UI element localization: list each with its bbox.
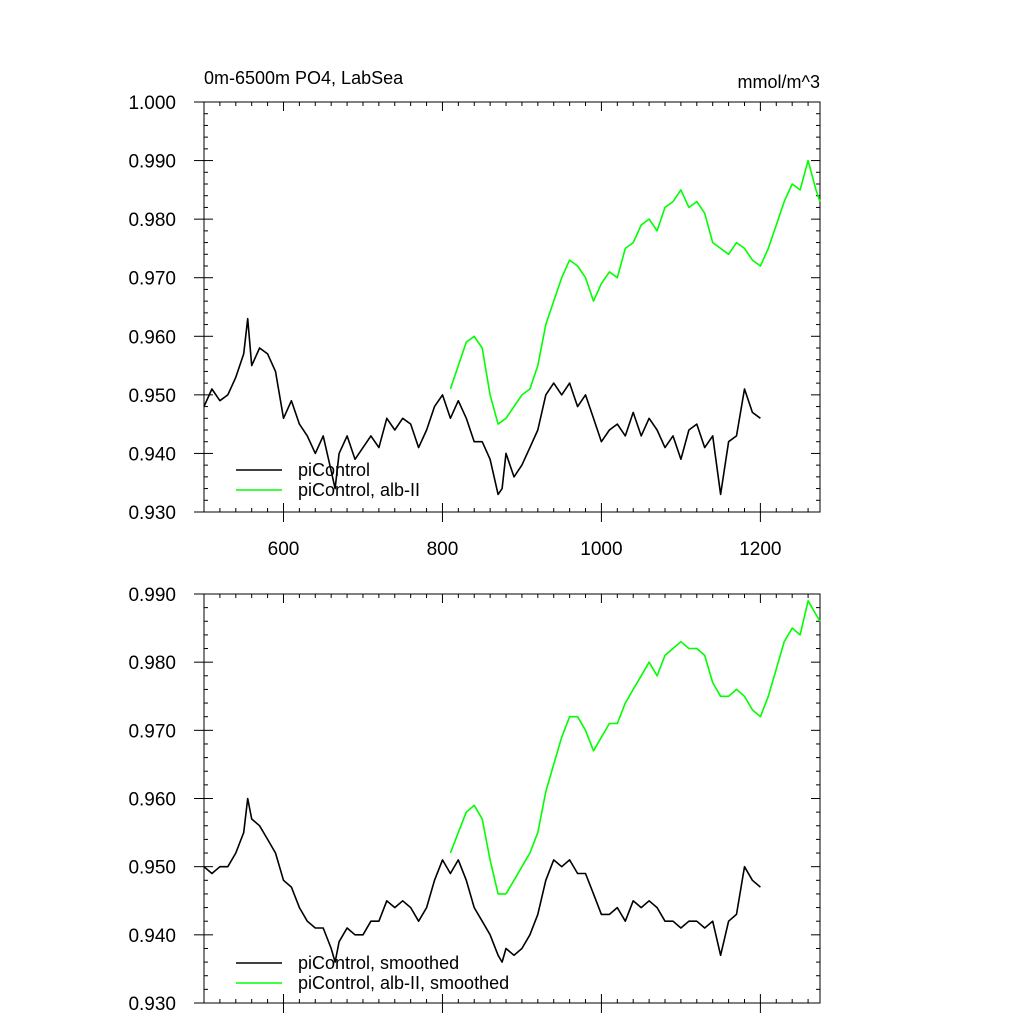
y-tick-label: 0.960 bbox=[128, 790, 176, 811]
y-tick-label: 0.980 bbox=[128, 210, 176, 231]
legend-label-picontrol-alb-ii: piControl, alb-II bbox=[298, 480, 420, 500]
plot-frame bbox=[203, 593, 821, 1004]
y-tick-label: 0.940 bbox=[128, 444, 176, 465]
y-tick-label: 0.990 bbox=[128, 152, 176, 173]
bottom-axes: 0.930 0.940 0.950 0.960 0.970 0.980 0.990 bbox=[128, 585, 821, 1015]
y-tick-label: 0.940 bbox=[128, 926, 176, 947]
top-axes: 600 800 1000 1200 0.930 0.940 0.950 0.960 0.970 0… bbox=[128, 93, 821, 560]
plot-frame bbox=[203, 101, 821, 513]
bottom-series-lines bbox=[203, 599, 821, 963]
top-panel: 0m-6500m PO4, LabSea mmol/m^3 600 800 1000… bbox=[128, 68, 821, 560]
y-tick-label: 0.930 bbox=[128, 994, 176, 1015]
x-tick-label: 800 bbox=[427, 539, 459, 560]
chart-title: 0m-6500m PO4, LabSea bbox=[204, 68, 404, 88]
legend-label-picontrol-smoothed: piControl, smoothed bbox=[298, 953, 459, 973]
legend-label-picontrol: piControl bbox=[298, 460, 370, 480]
legend-label-picontrol-alb-ii-smoothed: piControl, alb-II, smoothed bbox=[298, 973, 509, 993]
top-series-lines bbox=[203, 159, 821, 496]
x-tick-label: 1200 bbox=[739, 539, 781, 560]
bottom-legend: piControl, smoothed piControl, alb-II, s… bbox=[236, 953, 509, 993]
x-tick-label: 1000 bbox=[580, 539, 622, 560]
y-tick-label: 0.970 bbox=[128, 721, 176, 742]
units-label: mmol/m^3 bbox=[738, 72, 820, 92]
top-legend: piControl piControl, alb-II bbox=[236, 460, 420, 500]
y-tick-label: 0.980 bbox=[128, 653, 176, 674]
y-tick-label: 0.970 bbox=[128, 269, 176, 290]
bottom-panel: 0.930 0.940 0.950 0.960 0.970 0.980 0.990 piCo… bbox=[128, 585, 821, 1015]
series-line-picontrol-alb-ii bbox=[449, 159, 821, 425]
y-tick-label: 0.950 bbox=[128, 858, 176, 879]
series-line-picontrol-smoothed bbox=[203, 797, 761, 963]
series-line-picontrol-alb-ii-smoothed bbox=[449, 599, 821, 895]
series-line-picontrol bbox=[203, 317, 761, 496]
y-tick-label: 0.960 bbox=[128, 327, 176, 348]
x-tick-label: 600 bbox=[268, 539, 300, 560]
y-tick-label: 0.930 bbox=[128, 503, 176, 524]
y-tick-label: 0.990 bbox=[128, 585, 176, 606]
y-tick-label: 0.950 bbox=[128, 386, 176, 407]
y-tick-label: 1.000 bbox=[128, 93, 176, 114]
